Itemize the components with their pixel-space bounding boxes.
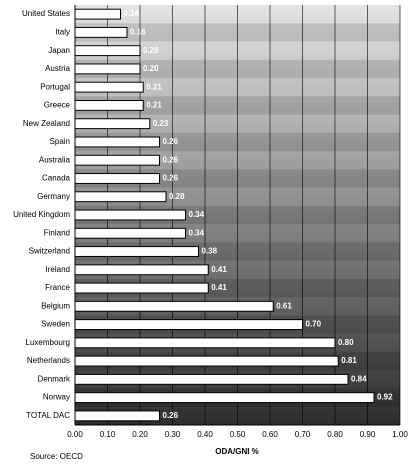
bar <box>74 264 209 276</box>
value-label: 0.84 <box>351 374 367 383</box>
bar <box>74 227 186 239</box>
value-label: 0.34 <box>189 210 205 219</box>
value-label: 0.20 <box>143 64 159 73</box>
y-tick-label: Austria <box>45 64 70 73</box>
value-label: 0.21 <box>146 82 162 91</box>
y-tick-label: Italy <box>55 28 70 37</box>
bar <box>74 410 160 422</box>
x-tick-label: 1.00 <box>392 430 408 439</box>
y-tick-label: Japan <box>48 46 70 55</box>
bar <box>74 355 339 367</box>
bar <box>74 154 160 166</box>
bar <box>74 246 199 257</box>
bar <box>74 118 151 130</box>
bar <box>74 26 128 38</box>
y-tick-label: Sweden <box>41 320 70 329</box>
bar <box>74 337 336 349</box>
y-tick-label: Ireland <box>46 265 70 274</box>
y-tick-label: Canada <box>42 174 71 183</box>
bar <box>74 373 349 385</box>
y-tick-label: United States <box>22 9 70 18</box>
x-tick-label: 0.90 <box>360 430 376 439</box>
value-label: 0.80 <box>338 338 354 347</box>
bar <box>74 173 160 184</box>
bar <box>74 100 144 111</box>
value-label: 0.38 <box>202 247 218 256</box>
value-label: 0.26 <box>163 155 179 164</box>
y-tick-label: Portugal <box>40 82 70 91</box>
value-label: 0.16 <box>130 28 146 37</box>
value-label: 0.23 <box>153 119 169 128</box>
value-label: 0.41 <box>211 283 227 292</box>
y-tick-label: Germany <box>37 192 70 201</box>
x-tick-label: 0.10 <box>100 430 116 439</box>
value-label: 0.26 <box>163 174 179 183</box>
value-label: 0.28 <box>169 192 185 201</box>
value-label: 0.26 <box>163 137 179 146</box>
y-tick-label: Australia <box>39 155 71 164</box>
value-label: 0.14 <box>124 9 140 18</box>
y-tick-label: Spain <box>50 137 70 146</box>
x-tick-label: 0.40 <box>197 430 213 439</box>
value-label: 0.26 <box>163 411 179 420</box>
y-tick-label: Belgium <box>41 301 70 310</box>
bar <box>74 191 167 203</box>
x-tick-label: 0.80 <box>327 430 343 439</box>
value-label: 0.20 <box>143 46 159 55</box>
bar <box>74 8 121 20</box>
value-label: 0.92 <box>377 393 393 402</box>
x-tick-label: 0.30 <box>165 430 181 439</box>
bar <box>74 45 141 57</box>
bar <box>74 209 186 221</box>
x-tick-label: 0.00 <box>67 430 83 439</box>
y-tick-label: TOTAL DAC <box>26 411 70 420</box>
y-tick-label: Greece <box>44 101 71 110</box>
y-tick-label: Norway <box>43 393 70 402</box>
bar <box>74 63 141 75</box>
y-tick-label: Netherlands <box>27 356 70 365</box>
y-tick-label: Switzerland <box>29 247 70 256</box>
x-tick-label: 0.50 <box>230 430 246 439</box>
value-label: 0.70 <box>306 320 322 329</box>
bar <box>74 319 303 330</box>
y-tick-label: United Kingdom <box>13 210 70 219</box>
source-note: Source: OECD <box>30 452 83 461</box>
y-tick-label: Luxembourg <box>26 338 70 347</box>
bar <box>74 282 209 294</box>
value-label: 0.41 <box>211 265 227 274</box>
value-label: 0.34 <box>189 228 205 237</box>
value-label: 0.81 <box>341 356 357 365</box>
y-tick-label: Finland <box>44 228 70 237</box>
y-tick-label: France <box>45 283 70 292</box>
x-tick-label: 0.70 <box>295 430 311 439</box>
x-tick-label: 0.60 <box>262 430 278 439</box>
bar <box>74 300 274 312</box>
bar <box>74 81 144 93</box>
y-tick-label: New Zealand <box>23 119 70 128</box>
bar <box>74 136 160 148</box>
x-tick-label: 0.20 <box>132 430 148 439</box>
value-label: 0.61 <box>276 301 292 310</box>
value-label: 0.21 <box>146 101 162 110</box>
bar <box>74 392 375 404</box>
x-axis-title: ODA/GNI % <box>215 447 259 456</box>
y-tick-label: Denmark <box>38 374 71 383</box>
